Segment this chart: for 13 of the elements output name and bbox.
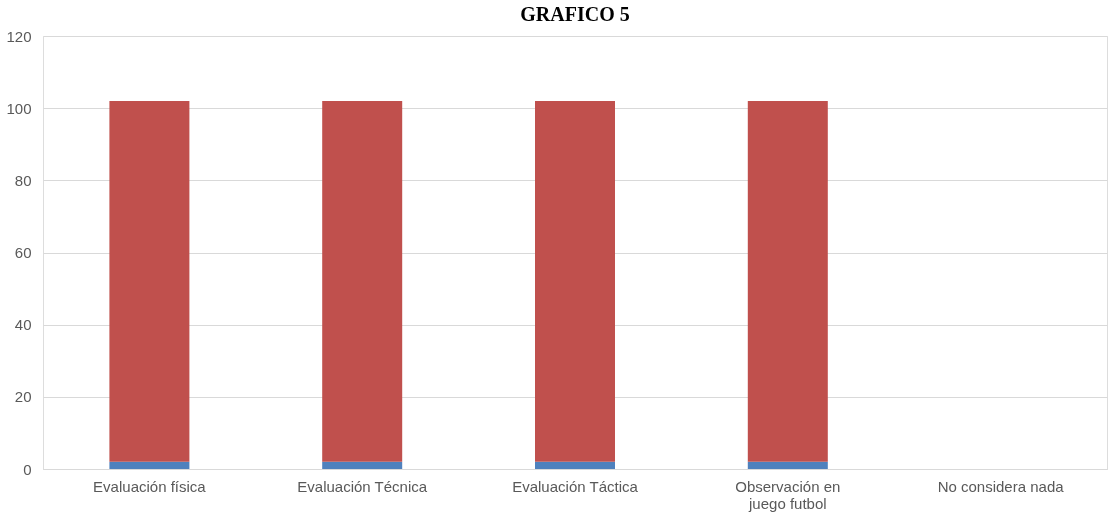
y-tick-label: 100 <box>6 99 32 117</box>
y-tick-label: 20 <box>14 388 32 406</box>
x-tick-label: Evaluación física <box>93 477 207 495</box>
x-tick-label: Observación en juego futbol <box>735 477 841 512</box>
y-tick-label: 40 <box>14 316 32 334</box>
y-tick-label: 0 <box>23 460 32 478</box>
x-tick-label: No considera nada <box>937 477 1065 495</box>
y-tick-label: 120 <box>6 27 32 45</box>
x-tick-label: Evaluación Táctica <box>512 477 639 495</box>
chart-title: GRAFICO 5 <box>520 3 630 25</box>
x-tick-label: Evaluación Técnica <box>297 477 428 495</box>
y-tick-label: 60 <box>14 244 32 261</box>
y-tick-label: 80 <box>14 171 32 189</box>
